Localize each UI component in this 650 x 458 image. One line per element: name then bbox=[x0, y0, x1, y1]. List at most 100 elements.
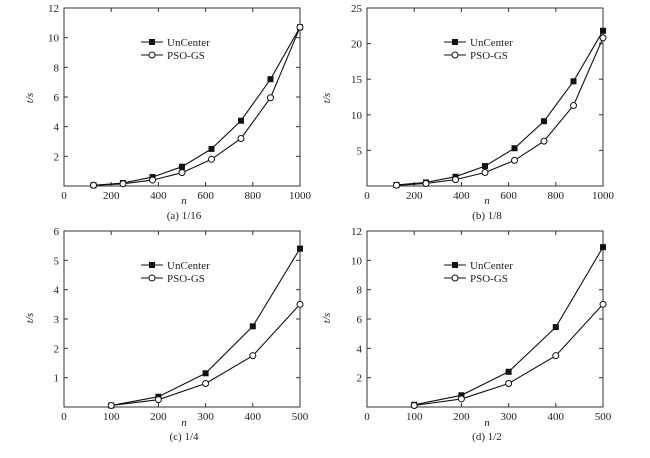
panel-a-point-pso-gs-2 bbox=[149, 176, 156, 184]
panel-c-ylabel: t/s bbox=[24, 313, 36, 323]
panel-d-ytick-label-0: 2 bbox=[357, 373, 363, 385]
panel-b-point-uncenter-5 bbox=[541, 118, 547, 125]
panel-b-legend-label-pso-gs: PSO-GS bbox=[470, 50, 508, 62]
panel-a-xtick-label-1: 200 bbox=[103, 190, 120, 202]
panel-d-point-pso-gs-2 bbox=[505, 380, 513, 388]
panel-d-axes-box bbox=[366, 230, 604, 408]
panel-d-point-pso-gs-1 bbox=[457, 395, 465, 403]
panel-a-ylabel: t/s bbox=[24, 93, 36, 103]
panel-a-series-line-pso-gs bbox=[93, 27, 301, 186]
panel-d: (d) 1/2 n t/s 0 100 200 300 400 500 2 4 6 8 10 12 Un… bbox=[321, 226, 612, 443]
panel-d-series-line-pso-gs bbox=[414, 303, 604, 407]
panel-a-xlabel: n bbox=[181, 195, 187, 207]
panel-a-legend-marker-uncenter bbox=[149, 39, 155, 45]
panel-b-point-pso-gs-2 bbox=[452, 176, 459, 184]
panel-c-point-uncenter-4 bbox=[297, 245, 303, 252]
panel-b-point-pso-gs-0 bbox=[393, 181, 400, 189]
panel-c-point-uncenter-3 bbox=[249, 323, 256, 330]
panel-a-point-pso-gs-3 bbox=[178, 169, 186, 177]
panel-c-point-pso-gs-2 bbox=[202, 380, 210, 388]
panel-a-series-line-uncenter bbox=[93, 27, 301, 186]
panel-a-point-pso-gs-0 bbox=[90, 181, 97, 189]
panel-b-point-pso-gs-1 bbox=[422, 180, 430, 188]
panel-b-ytick-label-3: 20 bbox=[351, 39, 363, 51]
panel-d-ytick-label-1: 4 bbox=[357, 343, 363, 355]
panel-d-caption: (d) 1/2 bbox=[472, 431, 502, 443]
panel-c-xtick-label-1: 100 bbox=[103, 411, 120, 423]
panel-b-xtick-label-0: 0 bbox=[364, 190, 370, 202]
panel-a-point-uncenter-4 bbox=[208, 145, 215, 152]
panel-a-ytick-label-3: 8 bbox=[54, 62, 60, 74]
panel-c-ytick-label-4: 5 bbox=[54, 255, 60, 267]
panel-a-point-pso-gs-4 bbox=[208, 155, 215, 163]
panel-b-axes-box bbox=[366, 7, 604, 187]
panel-d-xtick-label-2: 200 bbox=[453, 411, 470, 423]
panel-b-point-uncenter-6 bbox=[570, 78, 577, 85]
panel-a-axes-box bbox=[63, 7, 301, 187]
panel-c-xlabel: n bbox=[181, 417, 187, 429]
panel-a-ytick-label-4: 10 bbox=[48, 33, 60, 45]
panel-c-legend-marker-pso-gs bbox=[148, 274, 156, 282]
panel-c-point-pso-gs-0 bbox=[107, 402, 115, 410]
panel-b-point-uncenter-7 bbox=[600, 27, 606, 34]
panel-d-ytick-label-2: 6 bbox=[357, 314, 363, 326]
panel-a-point-uncenter-5 bbox=[238, 117, 244, 124]
panel-a-legend-marker-pso-gs bbox=[148, 51, 156, 59]
panel-d-point-uncenter-1 bbox=[458, 392, 465, 399]
panel-c-ytick-label-1: 2 bbox=[54, 343, 60, 355]
panel-a-ytick-label-1: 4 bbox=[54, 122, 60, 134]
panel-d-point-pso-gs-3 bbox=[552, 352, 560, 360]
panel-c-ytick-label-5: 6 bbox=[54, 226, 60, 238]
panel-d-point-pso-gs-0 bbox=[410, 402, 418, 410]
panel-a-xtick-label-4: 800 bbox=[245, 190, 262, 202]
panel-b-caption: (b) 1/8 bbox=[472, 210, 502, 222]
panel-b-series-line-uncenter bbox=[396, 30, 604, 186]
panel-c-ytick-label-0: 1 bbox=[54, 373, 60, 385]
panel-b-legend-label-uncenter: UnCenter bbox=[470, 37, 513, 49]
panel-d-point-uncenter-3 bbox=[552, 324, 559, 331]
panel-b-xlabel: n bbox=[484, 195, 490, 207]
panel-d-point-pso-gs-4 bbox=[599, 300, 607, 308]
panel-d-xtick-label-1: 100 bbox=[406, 411, 423, 423]
panel-a-point-uncenter-3 bbox=[179, 163, 185, 170]
panel-a-ytick-label-5: 12 bbox=[48, 3, 59, 15]
panel-b-legend-marker-uncenter bbox=[452, 39, 458, 45]
panel-a-point-pso-gs-6 bbox=[267, 94, 274, 102]
panel-a: (a) 1/16 n t/s 0 200 400 600 800 1000 2 4 6 8 10 12… bbox=[24, 3, 312, 222]
panel-b-point-uncenter-3 bbox=[482, 163, 488, 170]
panel-d-legend-label-uncenter: UnCenter bbox=[470, 260, 513, 272]
panel-c-xtick-label-4: 400 bbox=[245, 411, 262, 423]
panel-d-xtick-label-4: 400 bbox=[548, 411, 565, 423]
panel-a-legend-label-pso-gs: PSO-GS bbox=[167, 50, 205, 62]
panel-a-point-pso-gs-5 bbox=[237, 135, 245, 143]
panel-a-legend-label-uncenter: UnCenter bbox=[167, 37, 210, 49]
panel-b: (b) 1/8 n t/s 0 200 400 600 800 1000 5 10 15 20 25… bbox=[321, 3, 615, 222]
panel-b-ytick-label-4: 25 bbox=[351, 3, 363, 15]
panel-b-ylabel: t/s bbox=[321, 93, 333, 103]
panel-a-point-pso-gs-7 bbox=[296, 23, 304, 31]
panel-b-point-pso-gs-6 bbox=[570, 102, 577, 110]
panel-b-point-pso-gs-3 bbox=[481, 168, 489, 176]
panel-d-legend-marker-uncenter bbox=[452, 262, 458, 268]
panel-d-xtick-label-5: 500 bbox=[595, 411, 612, 423]
panel-b-point-pso-gs-5 bbox=[540, 137, 548, 145]
panel-b-xtick-label-3: 600 bbox=[500, 190, 517, 202]
panel-a-ytick-label-2: 6 bbox=[54, 92, 60, 104]
panel-b-xtick-label-5: 1000 bbox=[592, 190, 615, 202]
panel-d-ytick-label-4: 10 bbox=[351, 255, 363, 267]
panel-b-xtick-label-4: 800 bbox=[548, 190, 565, 202]
panel-d-ytick-label-3: 8 bbox=[357, 285, 363, 297]
panel-c-xtick-label-3: 300 bbox=[197, 411, 214, 423]
panel-b-point-uncenter-4 bbox=[511, 145, 518, 152]
panel-b-point-pso-gs-7 bbox=[599, 34, 607, 42]
panel-c-legend-label-uncenter: UnCenter bbox=[167, 260, 210, 272]
panel-c: (c) 1/4 n t/s 0 100 200 300 400 500 1 2 3 4 5 6 UnCe… bbox=[24, 226, 309, 443]
panel-a-xtick-label-5: 1000 bbox=[289, 190, 312, 202]
panel-c-legend-marker-uncenter bbox=[149, 262, 155, 268]
panel-a-point-pso-gs-1 bbox=[119, 180, 127, 188]
panel-b-ytick-label-1: 10 bbox=[351, 110, 363, 122]
panel-c-xtick-label-5: 500 bbox=[292, 411, 309, 423]
panel-c-ytick-label-2: 3 bbox=[54, 314, 60, 326]
panel-b-ytick-label-0: 5 bbox=[357, 145, 363, 157]
